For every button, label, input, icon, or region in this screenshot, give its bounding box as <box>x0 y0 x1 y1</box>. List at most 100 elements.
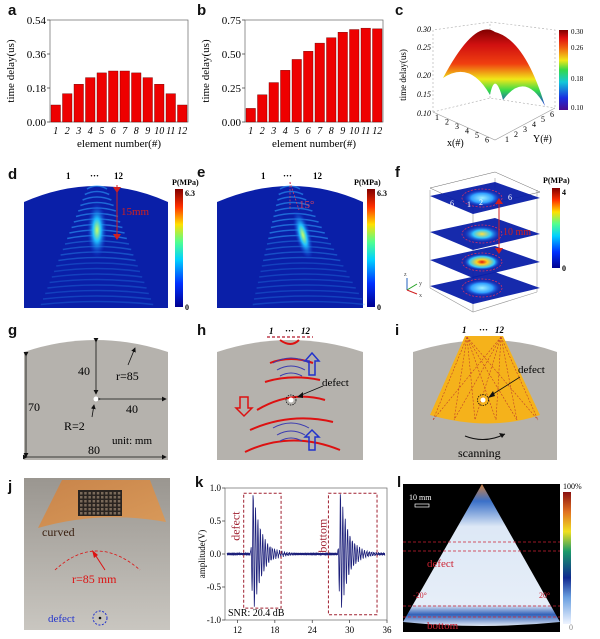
array-element <box>80 492 83 495</box>
array-element <box>105 492 108 495</box>
array-element <box>96 512 100 515</box>
array-element <box>105 508 108 511</box>
array-element <box>80 508 83 511</box>
y-tick-label: 1 <box>505 135 509 144</box>
x-tick-label: 1 <box>53 126 58 137</box>
bar <box>372 28 383 123</box>
scan-ray <box>500 336 539 421</box>
dimension-lines <box>23 338 167 460</box>
x-tick-label: 2 <box>260 126 265 137</box>
bar <box>96 72 107 123</box>
panel-label-h: h <box>197 322 207 339</box>
element-label: ··· <box>285 326 294 336</box>
spot-outline <box>461 252 503 272</box>
x-tick-label: 9 <box>145 126 150 137</box>
x-tick-label: 4 <box>283 126 288 137</box>
bar <box>280 70 291 123</box>
array-element <box>92 512 96 515</box>
bar <box>73 84 84 123</box>
bar <box>245 108 256 123</box>
element-label: 2 <box>479 198 483 207</box>
element-label: ··· <box>283 171 292 181</box>
array-element <box>80 496 83 499</box>
x-tick-label: 6 <box>111 126 116 137</box>
colorbar-max: 6.3 <box>377 189 387 198</box>
angle-annotation: 15° <box>299 199 314 211</box>
array-element <box>101 508 104 511</box>
bar <box>257 94 268 123</box>
spot-outline <box>461 188 503 208</box>
bar <box>177 104 188 123</box>
wavefront <box>45 289 149 295</box>
array-element <box>113 500 117 503</box>
y-tick-label: 5 <box>541 115 545 124</box>
wavefront <box>255 289 359 295</box>
angle-left: -20° <box>413 591 427 600</box>
array-element <box>92 504 96 507</box>
panel-label-k: k <box>195 474 204 491</box>
defect-label: defect <box>48 613 75 625</box>
y-axis-label: amplitude(V) <box>197 530 207 579</box>
scan-ray <box>466 336 539 421</box>
panel-label-c: c <box>395 2 404 19</box>
bar <box>337 32 348 123</box>
depth-annotation: 15mm <box>121 206 150 218</box>
x-tick-label: 18 <box>270 625 280 634</box>
array-element <box>88 504 91 507</box>
colorbar-min: 0 <box>377 303 381 312</box>
wavefront <box>275 201 310 207</box>
wavefront <box>84 190 110 196</box>
defect-annotation: defect <box>229 511 243 541</box>
z-tick: 0.10 <box>417 109 431 118</box>
array-element <box>117 496 121 499</box>
wavefront <box>257 278 353 284</box>
x-tick-label: 3 <box>75 126 81 137</box>
y-axis-label: time delay(us) <box>5 39 17 103</box>
pointer-head <box>488 391 495 398</box>
array-element <box>84 508 87 511</box>
y-tick-label: -0.5 <box>207 582 222 592</box>
x-axis-label: element number(#) <box>272 138 356 150</box>
array-element <box>101 492 104 495</box>
snr-annotation: SNR: 20.4 dB <box>228 608 285 619</box>
array-element <box>109 500 112 503</box>
panel-label-e: e <box>197 164 206 181</box>
defect-hole <box>288 397 294 403</box>
pressure-field-e: 15° 1 ··· 12 P(MPa) 6.3 0 <box>217 171 387 312</box>
defect-label: defect <box>427 558 454 570</box>
x-tick-label: 12 <box>372 126 382 137</box>
panel-g: g 40 r=85 70 40 R=2 unit: mm 80 <box>0 320 200 470</box>
panel-label-g: g <box>8 322 18 339</box>
panel-d: d 1 ··· 12 15mm P(MPa) <box>0 160 200 320</box>
x-tick-label: 8 <box>329 126 334 137</box>
defect-hole <box>98 616 102 620</box>
bar <box>119 70 130 123</box>
y-tick-label: 0.5 <box>210 516 222 526</box>
scan-arrow-head <box>499 433 505 438</box>
scan-ray <box>466 336 518 421</box>
z-tick: 0.20 <box>417 71 431 80</box>
array-element <box>88 500 91 503</box>
geometry-diagram: 40 r=85 70 40 R=2 unit: mm 80 <box>23 338 168 460</box>
colorbar-max: 4 <box>562 188 566 197</box>
array-element <box>113 508 117 511</box>
defect-marker <box>477 394 489 406</box>
curvature-arc <box>54 550 141 571</box>
y-tick-label: 6 <box>550 110 554 119</box>
array-element <box>109 492 112 495</box>
bar <box>268 82 279 123</box>
colorbar-tick: 0.10 <box>571 104 584 112</box>
chart-k: 1.0 0.5 0.0 -0.5 -1.0 12 18 24 30 36 amplitude(V) d… <box>197 483 392 635</box>
x-tick-label: 10 <box>154 126 164 137</box>
focal-spot <box>292 209 314 261</box>
panel-label-a: a <box>8 2 17 19</box>
axis-x: x <box>419 293 422 299</box>
dim-offset: 40 <box>126 402 138 416</box>
axis-floor <box>432 107 556 141</box>
panel-l: l 10 mm defect -20° 20° bottom 100% 0 <box>395 470 600 634</box>
z-tick: 0.25 <box>417 43 431 52</box>
array-element <box>80 512 83 515</box>
defect-label: defect <box>518 364 545 376</box>
panel-j: j curved r=85 mm defect <box>0 470 200 634</box>
bar <box>314 42 325 123</box>
